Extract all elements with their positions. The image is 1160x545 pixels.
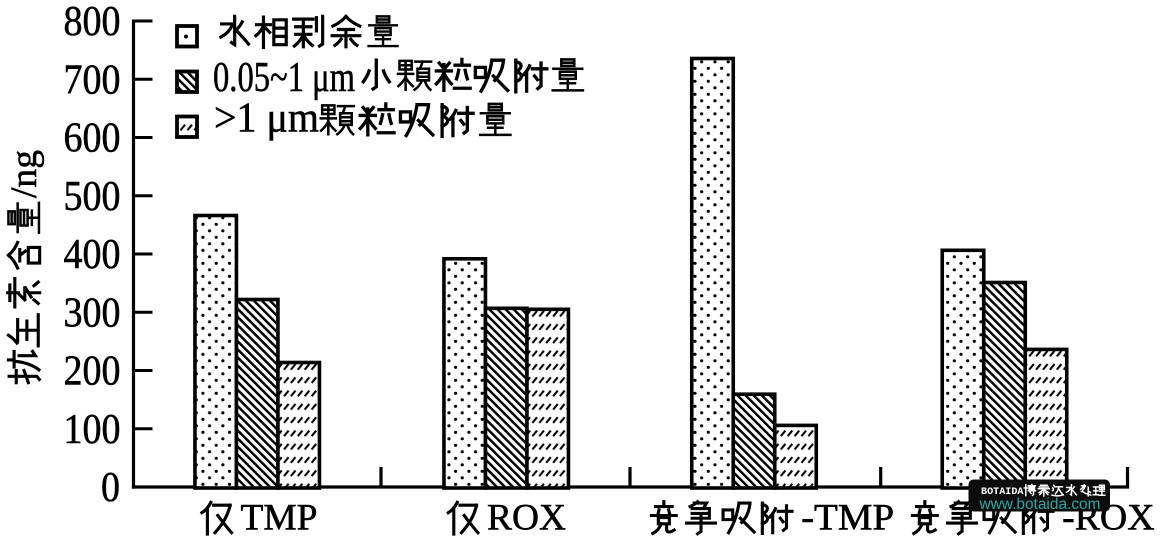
svg-text:0.05~1 μm: 0.05~1 μm: [213, 54, 355, 101]
svg-text:>1 μm: >1 μm: [214, 95, 319, 142]
svg-text:800: 800: [64, 0, 121, 45]
svg-text:100: 100: [64, 406, 121, 453]
svg-text:0: 0: [101, 464, 120, 511]
svg-text:/ng: /ng: [4, 150, 45, 198]
svg-text:300: 300: [64, 289, 121, 336]
svg-text:BOTAIDA: BOTAIDA: [981, 486, 1024, 498]
svg-text:500: 500: [64, 173, 121, 220]
svg-text:ROX: ROX: [487, 498, 566, 539]
svg-text:200: 200: [64, 348, 121, 395]
svg-text:www.botaida.com: www.botaida.com: [979, 496, 1101, 513]
svg-text:TMP: TMP: [241, 498, 318, 539]
svg-text:-TMP: -TMP: [801, 498, 894, 539]
svg-text:700: 700: [64, 56, 121, 103]
svg-text:400: 400: [64, 231, 121, 278]
svg-text:600: 600: [64, 115, 121, 162]
